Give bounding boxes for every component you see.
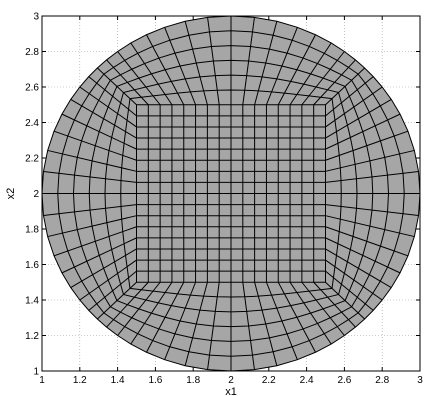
- ring-mesh-line: [72, 45, 390, 342]
- x-tick-label: 2.8: [375, 375, 389, 386]
- y-tick-label: 1.2: [25, 331, 39, 342]
- mesh: [41, 15, 421, 372]
- ring-mesh-line: [57, 30, 405, 357]
- x-tick-label: 3: [417, 375, 423, 386]
- x-tick-label: 2.4: [300, 375, 314, 386]
- x-tick-label: 2: [228, 375, 234, 386]
- x-tick-label: 2.2: [262, 375, 276, 386]
- x-axis-label: x1: [225, 386, 237, 396]
- y-tick-label: 2.6: [25, 83, 39, 94]
- y-tick-label: 2.2: [25, 154, 39, 165]
- axis-ticks: [41, 15, 421, 372]
- x-tick-label: 1.8: [186, 375, 200, 386]
- x-tick-labels: 1 1.2 1.4 1.6 1.8 2 2.2 2.4 2.6 2.8 3: [39, 375, 423, 386]
- y-tick-label: 1.4: [25, 296, 39, 307]
- y-tick-label: 2.8: [25, 47, 39, 58]
- ring-mesh-line: [88, 59, 374, 328]
- x-tick-label: 1: [39, 375, 45, 386]
- x-tick-label: 1.4: [111, 375, 125, 386]
- x-tick-label: 2.6: [337, 375, 351, 386]
- x-tick-label: 1.2: [73, 375, 87, 386]
- y-tick-label: 1.8: [25, 225, 39, 236]
- y-tick-label: 3: [33, 12, 39, 23]
- ring-mesh-line: [104, 74, 358, 313]
- y-tick-label: 1.6: [25, 260, 39, 271]
- ring-mesh-line: [41, 15, 421, 372]
- y-tick-label: 2: [33, 189, 39, 200]
- y-tick-labels: 1 1.2 1.4 1.6 1.8 2 2.2 2.4 2.6 2.8 3: [25, 12, 39, 378]
- ring-mesh-line: [120, 89, 342, 298]
- y-tick-label: 2.4: [25, 118, 39, 129]
- y-tick-label: 1: [33, 367, 39, 378]
- x-tick-label: 1.6: [148, 375, 162, 386]
- y-axis-label: x2: [5, 188, 17, 200]
